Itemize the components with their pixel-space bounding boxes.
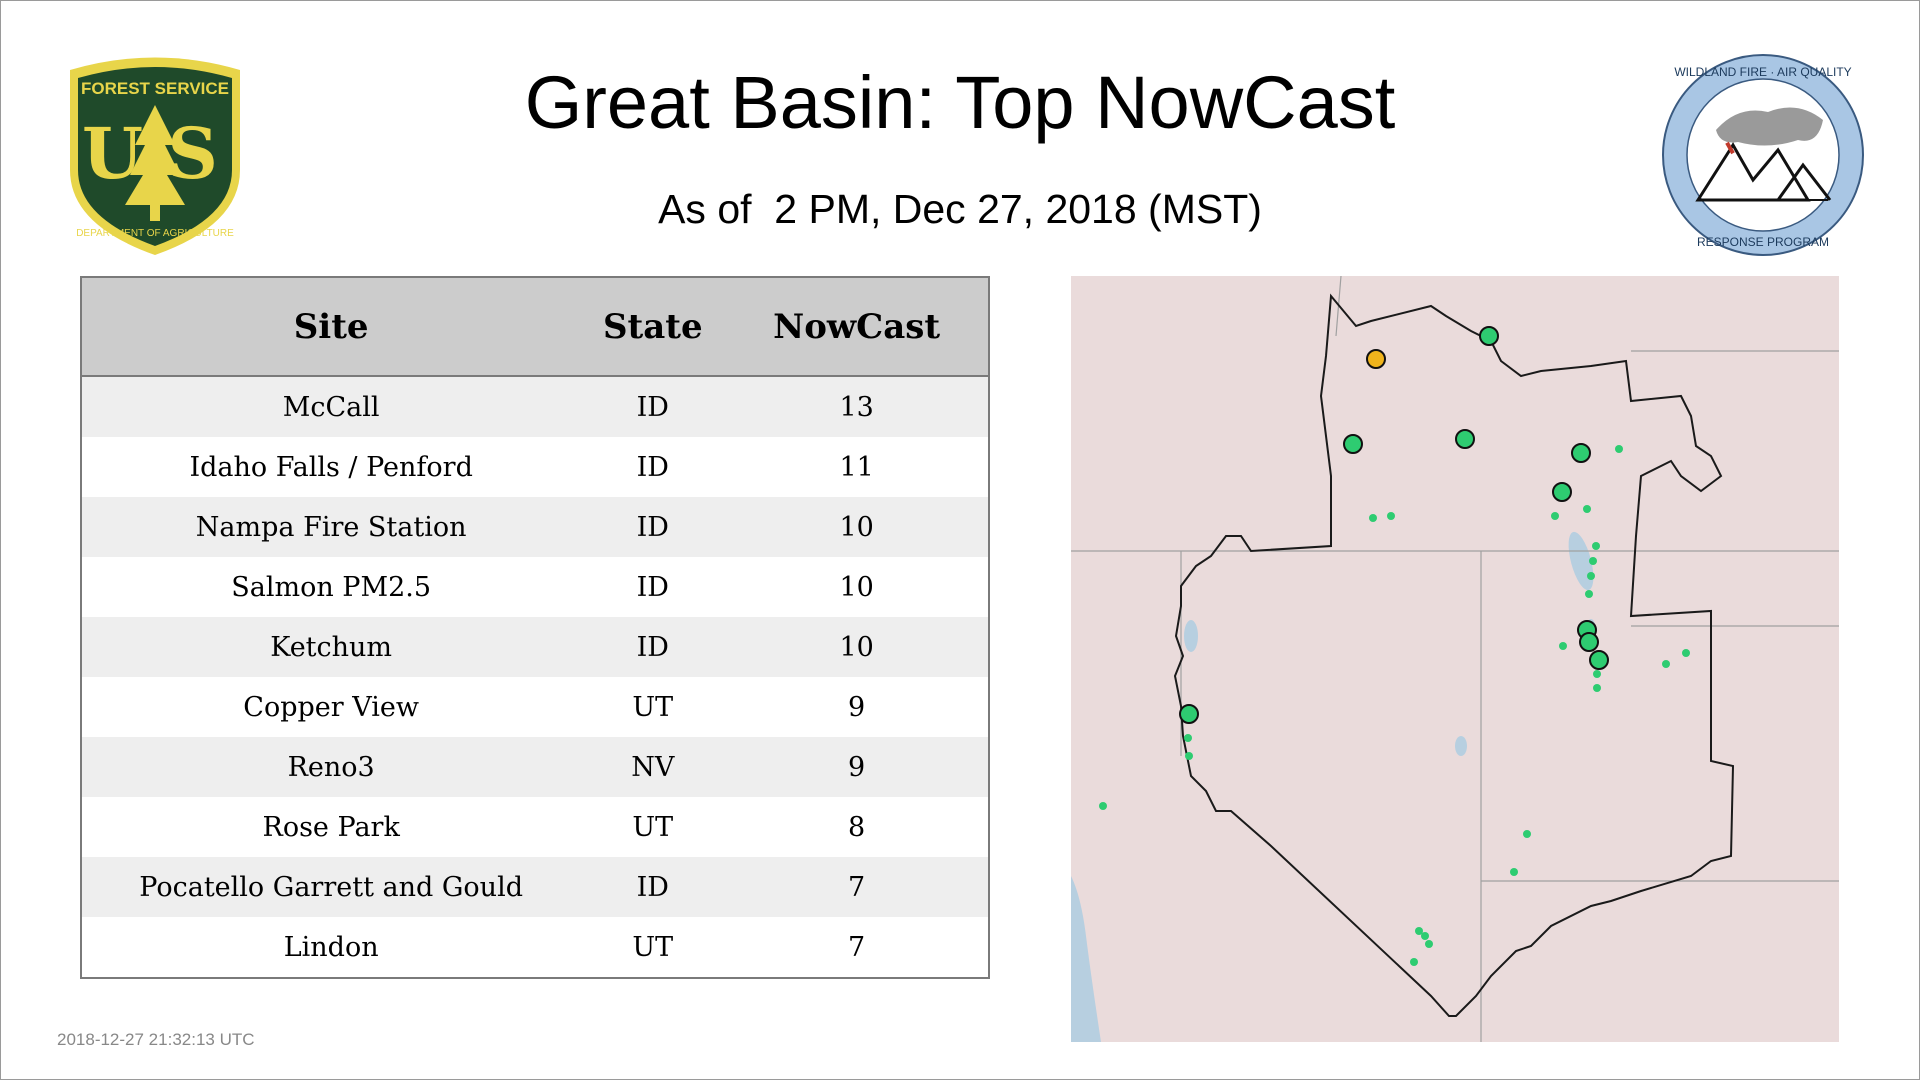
site-point-small <box>1615 445 1623 453</box>
site-point-small <box>1583 505 1591 513</box>
site-point-small <box>1682 649 1690 657</box>
cell-state: UT <box>580 677 725 737</box>
cell-site: Rose Park <box>82 797 580 857</box>
site-marker-large <box>1456 430 1474 448</box>
cell-nowcast: 7 <box>725 917 988 977</box>
cell-state: UT <box>580 917 725 977</box>
cell-nowcast: 13 <box>725 376 988 437</box>
table-row: Lindon UT 7 <box>82 917 988 977</box>
cell-site: Reno3 <box>82 737 580 797</box>
cell-site: Nampa Fire Station <box>82 497 580 557</box>
site-marker-large <box>1580 633 1598 651</box>
cell-site: Copper View <box>82 677 580 737</box>
site-marker-large <box>1367 350 1385 368</box>
site-point-small <box>1559 642 1567 650</box>
render-timestamp: 2018-12-27 21:32:13 UTC <box>57 1030 255 1050</box>
table-row: Rose Park UT 8 <box>82 797 988 857</box>
cell-nowcast: 11 <box>725 437 988 497</box>
site-point-small <box>1099 802 1107 810</box>
site-marker-large <box>1480 327 1498 345</box>
site-point-small <box>1593 670 1601 678</box>
cell-site: Salmon PM2.5 <box>82 557 580 617</box>
great-basin-map <box>1071 276 1839 1042</box>
cell-nowcast: 10 <box>725 617 988 677</box>
cell-state: ID <box>580 557 725 617</box>
cell-state: ID <box>580 497 725 557</box>
site-point-small <box>1585 590 1593 598</box>
site-point-small <box>1510 868 1518 876</box>
site-marker-large <box>1553 483 1571 501</box>
site-point-small <box>1551 512 1559 520</box>
site-point-small <box>1589 557 1597 565</box>
header-site: Site <box>82 278 580 376</box>
site-point-small <box>1184 734 1192 742</box>
cell-site: Idaho Falls / Penford <box>82 437 580 497</box>
cell-state: NV <box>580 737 725 797</box>
table-row: Ketchum ID 10 <box>82 617 988 677</box>
site-point-small <box>1662 660 1670 668</box>
header-state: State <box>580 278 725 376</box>
cell-site: McCall <box>82 376 580 437</box>
site-point-small <box>1592 542 1600 550</box>
cell-nowcast: 8 <box>725 797 988 857</box>
page-subtitle: As of 2 PM, Dec 27, 2018 (MST) <box>0 186 1920 233</box>
map-background <box>1071 276 1839 1042</box>
site-marker-large <box>1590 651 1608 669</box>
site-point-small <box>1523 830 1531 838</box>
header-nowcast: NowCast <box>725 278 988 376</box>
site-point-small <box>1425 940 1433 948</box>
site-point-small <box>1587 572 1595 580</box>
site-point-small <box>1421 932 1429 940</box>
table-header-row: Site State NowCast <box>82 278 988 376</box>
site-point-small <box>1593 684 1601 692</box>
cell-state: ID <box>580 437 725 497</box>
site-marker-large <box>1572 444 1590 462</box>
site-marker-large <box>1180 705 1198 723</box>
site-point-small <box>1410 958 1418 966</box>
table-row: Copper View UT 9 <box>82 677 988 737</box>
table-row: Idaho Falls / Penford ID 11 <box>82 437 988 497</box>
site-point-small <box>1185 752 1193 760</box>
table-row: Reno3 NV 9 <box>82 737 988 797</box>
cell-nowcast: 7 <box>725 857 988 917</box>
cell-site: Lindon <box>82 917 580 977</box>
wf-bottom-text: RESPONSE PROGRAM <box>1697 235 1829 249</box>
site-point-small <box>1369 514 1377 522</box>
wf-top-text: WILDLAND FIRE · AIR QUALITY <box>1674 65 1851 79</box>
table-row: Pocatello Garrett and Gould ID 7 <box>82 857 988 917</box>
cell-nowcast: 9 <box>725 677 988 737</box>
cell-state: ID <box>580 857 725 917</box>
cell-state: UT <box>580 797 725 857</box>
nowcast-table: Site State NowCast McCall ID 13 Idaho Fa… <box>80 276 990 979</box>
table-row: Salmon PM2.5 ID 10 <box>82 557 988 617</box>
cell-nowcast: 10 <box>725 557 988 617</box>
cell-nowcast: 10 <box>725 497 988 557</box>
site-point-small <box>1387 512 1395 520</box>
page-title: Great Basin: Top NowCast <box>0 60 1920 145</box>
cell-site: Pocatello Garrett and Gould <box>82 857 580 917</box>
cell-state: ID <box>580 617 725 677</box>
table-row: Nampa Fire Station ID 10 <box>82 497 988 557</box>
site-marker-large <box>1344 435 1362 453</box>
cell-site: Ketchum <box>82 617 580 677</box>
cell-state: ID <box>580 376 725 437</box>
cell-nowcast: 9 <box>725 737 988 797</box>
table-row: McCall ID 13 <box>82 376 988 437</box>
wildland-fire-logo: WILDLAND FIRE · AIR QUALITY RESPONSE PRO… <box>1658 50 1868 260</box>
